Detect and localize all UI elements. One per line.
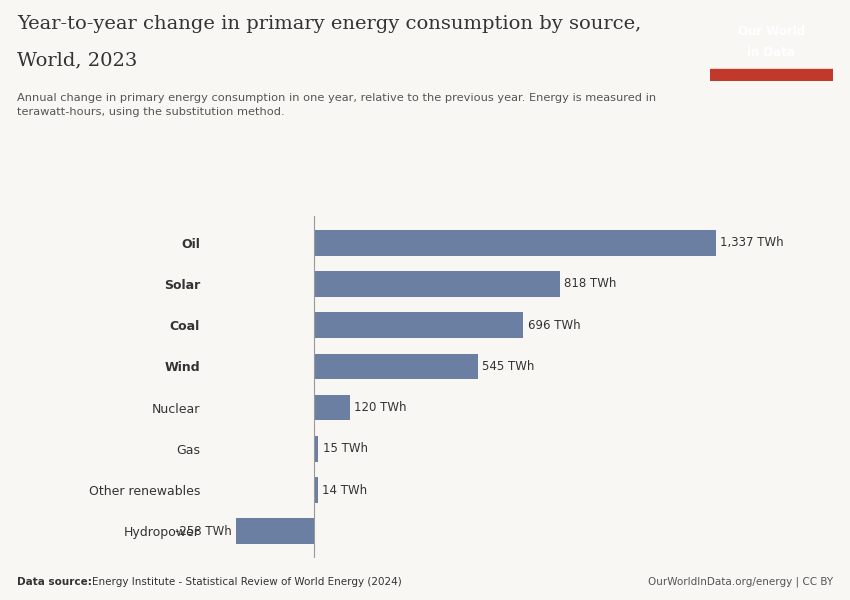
Text: in Data: in Data bbox=[747, 46, 796, 59]
Text: Annual change in primary energy consumption in one year, relative to the previou: Annual change in primary energy consumpt… bbox=[17, 93, 656, 118]
Text: -258 TWh: -258 TWh bbox=[174, 525, 231, 538]
Bar bbox=[236, 518, 314, 544]
Text: 120 TWh: 120 TWh bbox=[354, 401, 406, 414]
Bar bbox=[314, 477, 318, 503]
Text: 15 TWh: 15 TWh bbox=[323, 442, 367, 455]
Text: Year-to-year change in primary energy consumption by source,: Year-to-year change in primary energy co… bbox=[17, 15, 641, 33]
Text: World, 2023: World, 2023 bbox=[17, 51, 138, 69]
Bar bbox=[314, 353, 478, 379]
Bar bbox=[314, 271, 560, 297]
Text: 545 TWh: 545 TWh bbox=[482, 360, 535, 373]
Text: 14 TWh: 14 TWh bbox=[322, 484, 367, 497]
Text: 818 TWh: 818 TWh bbox=[564, 277, 616, 290]
Bar bbox=[314, 436, 318, 461]
Text: 1,337 TWh: 1,337 TWh bbox=[721, 236, 784, 249]
Text: 696 TWh: 696 TWh bbox=[528, 319, 581, 332]
Bar bbox=[314, 313, 523, 338]
Text: Energy Institute - Statistical Review of World Energy (2024): Energy Institute - Statistical Review of… bbox=[92, 577, 401, 587]
Text: Data source:: Data source: bbox=[17, 577, 95, 587]
Bar bbox=[314, 395, 349, 421]
Bar bbox=[314, 230, 716, 256]
Text: OurWorldInData.org/energy | CC BY: OurWorldInData.org/energy | CC BY bbox=[648, 576, 833, 587]
Bar bbox=[710, 68, 833, 81]
Text: Our World: Our World bbox=[738, 25, 805, 38]
